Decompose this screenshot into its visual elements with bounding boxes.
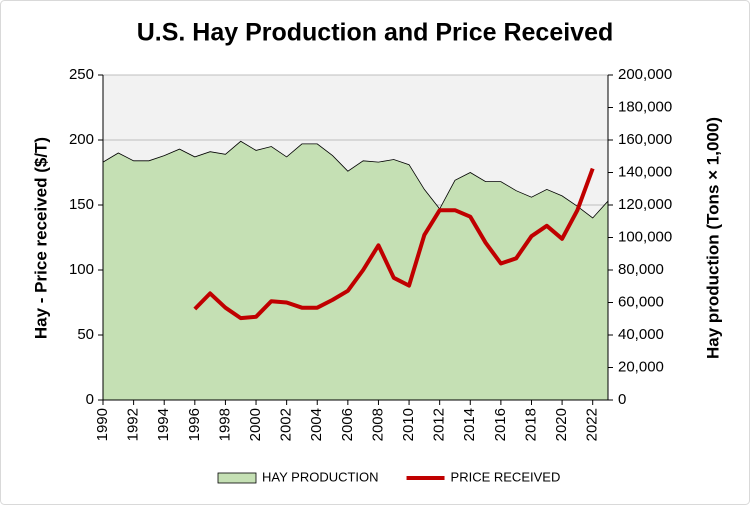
y2-tick-label: 140,000 bbox=[618, 163, 672, 180]
y2-tick-label: 120,000 bbox=[618, 196, 672, 213]
y-tick-label: 250 bbox=[69, 66, 94, 83]
legend-item: PRICE RECEIVED bbox=[406, 469, 561, 484]
legend-label: HAY PRODUCTION bbox=[262, 469, 379, 484]
x-tick-label: 1996 bbox=[186, 408, 203, 441]
x-tick-label: 1994 bbox=[155, 408, 172, 441]
y-tick-label: 100 bbox=[69, 261, 94, 278]
y2-tick-label: 100,000 bbox=[618, 228, 672, 245]
y2-axis-title: Hay production (Tons × 1,000) bbox=[703, 117, 722, 359]
x-tick-label: 2020 bbox=[553, 408, 570, 441]
x-tick-label: 2012 bbox=[431, 408, 448, 441]
line bbox=[193, 167, 595, 321]
y2-tick-label: 180,000 bbox=[618, 98, 672, 115]
x-tick-label: 2010 bbox=[400, 408, 417, 441]
x-tick-label: 1998 bbox=[216, 408, 233, 441]
y2-tick-label: 160,000 bbox=[618, 131, 672, 148]
y-tick-label: 200 bbox=[69, 131, 94, 148]
x-tick-label: 2016 bbox=[492, 408, 509, 441]
y2-tick-label: 0 bbox=[618, 391, 626, 408]
x-tick-label: 2022 bbox=[584, 408, 601, 441]
y-tick-label: 50 bbox=[77, 326, 94, 343]
area bbox=[102, 140, 609, 401]
legend-item: HAY PRODUCTION bbox=[217, 469, 379, 484]
x-tick-label: 2000 bbox=[247, 408, 264, 441]
x-tick-label: 2002 bbox=[278, 408, 295, 441]
x-tick-label: 2008 bbox=[369, 408, 386, 441]
x-tick-label: 1990 bbox=[94, 408, 111, 441]
legend-swatch bbox=[217, 472, 257, 484]
x-tick-label: 2006 bbox=[339, 408, 356, 441]
chart-title: U.S. Hay Production and Price Received bbox=[137, 19, 614, 47]
y2-tick-label: 80,000 bbox=[618, 261, 664, 278]
x-tick-label: 2014 bbox=[461, 408, 478, 441]
x-tick-label: 1992 bbox=[125, 408, 142, 441]
x-tick-label: 2018 bbox=[522, 408, 539, 441]
y-axis-title: Hay - Price received ($/T) bbox=[31, 137, 50, 339]
y-tick-label: 0 bbox=[86, 391, 94, 408]
y2-tick-label: 40,000 bbox=[618, 326, 664, 343]
y2-tick-label: 60,000 bbox=[618, 293, 664, 310]
y-tick-label: 150 bbox=[69, 196, 94, 213]
x-tick-label: 2004 bbox=[308, 408, 325, 441]
y2-tick-label: 20,000 bbox=[618, 358, 664, 375]
legend-label: PRICE RECEIVED bbox=[451, 469, 561, 484]
y2-tick-label: 200,000 bbox=[618, 66, 672, 83]
